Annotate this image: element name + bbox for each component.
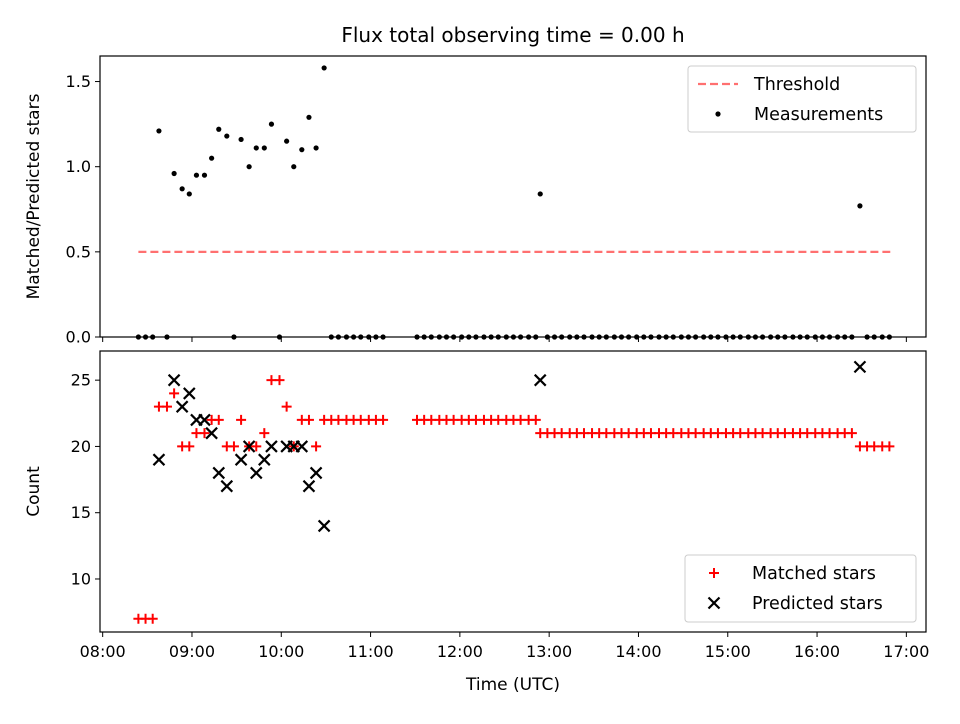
chart-title: Flux total observing time = 0.00 h (341, 23, 684, 47)
measurement-point (193, 172, 200, 178)
measurement-point (186, 191, 192, 197)
y-axis-label: Count (24, 466, 44, 517)
x-tick-label: 14:00 (615, 642, 661, 661)
measurement-point (246, 164, 252, 170)
y-tick-label: 0.0 (66, 328, 91, 347)
predicted-star-point (295, 440, 309, 453)
predicted-star-point (309, 466, 323, 480)
matched-star-point (281, 401, 292, 412)
matched-star-point (199, 428, 210, 439)
legend: Threshold Measurements (687, 65, 917, 133)
legend: Matched stars Predicted stars (684, 554, 917, 623)
legend-matched-label: Matched stars (752, 564, 876, 584)
y-tick-label: 20 (71, 437, 91, 456)
matched-star-point (846, 428, 857, 439)
matched-star-point (303, 414, 314, 425)
predicted-star-point (853, 360, 867, 374)
x-tick-label: 08:00 (80, 642, 126, 661)
measurement-point (299, 147, 305, 153)
measurement-point (857, 203, 863, 209)
matched-star-point (228, 441, 239, 452)
x-tick-label: 12:00 (437, 642, 483, 661)
legend-threshold-label: Threshold (753, 75, 840, 95)
measurement-point (313, 145, 319, 151)
legend-matched-swatch (709, 568, 719, 578)
y-tick-label: 1.0 (66, 157, 91, 176)
matched-star-point (530, 414, 541, 425)
predicted-star-point (198, 413, 211, 427)
measurement-point (179, 186, 185, 192)
y-tick-label: 0.5 (66, 242, 91, 261)
x-tick-label: 17:00 (883, 642, 929, 661)
legend-predicted-swatch (707, 596, 721, 610)
series-predicted-stars (152, 360, 867, 533)
measurement-point (321, 65, 327, 71)
measurement-point (291, 164, 297, 170)
matched-star-point (274, 375, 285, 386)
matched-star-point (161, 401, 172, 412)
measurement-point (209, 155, 215, 161)
legend-measurements-swatch (715, 111, 721, 117)
matched-star-point (311, 441, 322, 452)
matched-star-point (169, 388, 180, 399)
legend-box (687, 65, 917, 133)
predicted-star-point (302, 479, 316, 493)
axes-frame (99, 55, 927, 338)
axes-frame (99, 350, 927, 633)
predicted-star-point (175, 400, 189, 413)
y-tick-label: 1.5 (66, 72, 91, 91)
matched-star-point (251, 441, 262, 452)
measurement-point (201, 172, 208, 178)
measurement-point (156, 128, 162, 134)
predicted-star-point (265, 440, 278, 453)
predicted-star-point (242, 440, 256, 453)
measurement-point (171, 170, 177, 177)
predicted-star-point (152, 453, 166, 466)
predicted-star-point (183, 387, 196, 400)
y-tick-label: 10 (71, 569, 91, 588)
legend-measurements-label: Measurements (754, 105, 883, 125)
x-tick-label: 15:00 (705, 642, 751, 661)
matched-star-point (147, 613, 158, 624)
measurement-point (537, 191, 543, 197)
predicted-star-point (220, 479, 234, 493)
matched-star-point (236, 414, 247, 425)
x-tick-label: 16:00 (794, 642, 840, 661)
matched-star-point (213, 414, 224, 425)
measurement-point (224, 133, 230, 139)
legend-box (684, 554, 917, 623)
predicted-star-point (167, 373, 181, 387)
x-tick-label: 10:00 (258, 642, 304, 661)
matched-star-point (259, 428, 270, 439)
predicted-star-point (533, 373, 547, 387)
bottom-panel: 10 15 20 25 08:00 09:00 10:00 11:00 12:00 13:00 14… (24, 350, 929, 695)
measurement-point (306, 114, 312, 120)
y-tick-label: 25 (71, 371, 91, 390)
y-tick-label: 15 (71, 503, 91, 522)
x-tick-label: 13:00 (526, 642, 572, 661)
predicted-star-point (234, 453, 248, 466)
predicted-star-point (258, 453, 271, 466)
matched-star-point (184, 441, 195, 452)
predicted-star-point (205, 426, 218, 440)
matched-star-point (378, 414, 389, 425)
top-panel: 0.0 0.5 1.0 1.5 Matched/Predicted stars Flux … (24, 23, 927, 347)
measurement-point (268, 121, 275, 127)
predicted-star-point (249, 466, 263, 480)
measurement-point (216, 126, 222, 132)
measurement-point (284, 138, 290, 144)
measurement-point (253, 145, 259, 151)
measurement-point (261, 145, 267, 151)
measurement-point (238, 136, 244, 143)
series-matched-stars (133, 375, 895, 624)
legend-predicted-label: Predicted stars (752, 594, 883, 614)
matched-star-point (884, 441, 895, 452)
x-axis-label: Time (UTC) (465, 675, 560, 695)
x-tick-label: 11:00 (348, 642, 394, 661)
predicted-star-point (212, 466, 226, 480)
y-axis-label: Matched/Predicted stars (24, 93, 44, 299)
predicted-star-point (317, 519, 331, 533)
x-tick-label: 09:00 (169, 642, 215, 661)
